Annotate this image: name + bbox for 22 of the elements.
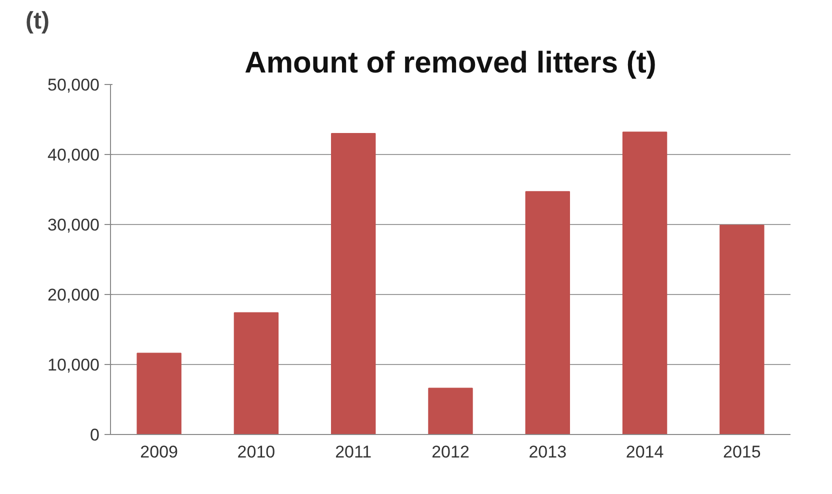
x-tick-label: 2009 xyxy=(140,442,178,462)
bar xyxy=(234,312,279,434)
bar xyxy=(622,132,668,434)
y-tick-label: 20,000 xyxy=(48,286,100,304)
y-tick-label: 30,000 xyxy=(48,216,100,234)
x-tick-label: 2010 xyxy=(237,442,276,462)
x-tick-label: 2012 xyxy=(432,442,470,462)
bar xyxy=(136,352,182,434)
x-tick-label: 2011 xyxy=(335,442,372,462)
bar xyxy=(720,224,764,434)
y-tick-label: 50,000 xyxy=(48,76,100,94)
bar xyxy=(428,388,473,434)
y-tick-label: 10,000 xyxy=(48,356,100,374)
bar xyxy=(525,191,570,434)
bar xyxy=(331,133,376,434)
chart-title: Amount of removed litters (t) xyxy=(244,46,656,80)
y-tick-label: 40,000 xyxy=(48,146,100,164)
x-tick-label: 2015 xyxy=(723,442,761,462)
y-axis-title: (t) xyxy=(26,8,50,34)
x-tick-label: 2014 xyxy=(626,442,664,462)
y-tick-label: 0 xyxy=(90,426,100,444)
x-tick-label: 2013 xyxy=(528,442,567,462)
